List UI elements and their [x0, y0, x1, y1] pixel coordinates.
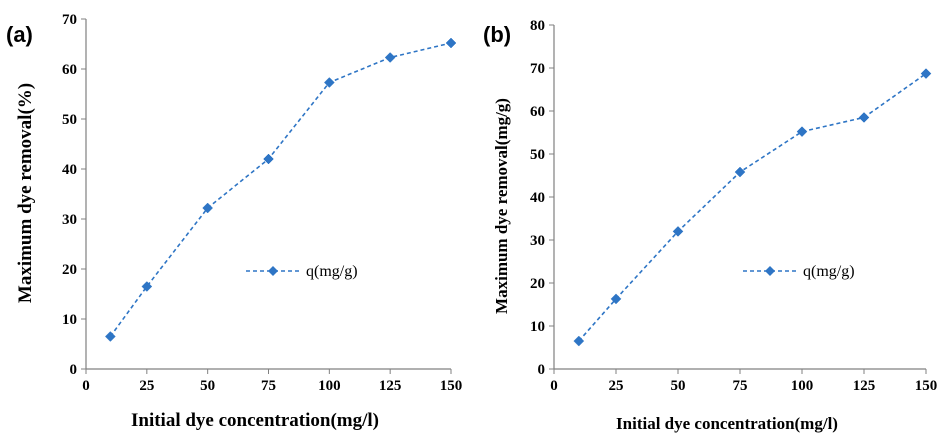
data-point-b — [858, 112, 870, 123]
panel-a: (a) Maximum dye removal(%) Initial dye c… — [6, 12, 462, 431]
x-tick-label-a: 100 — [318, 378, 341, 394]
x-tick-label-b: 75 — [733, 378, 748, 394]
y-tick-label-b: 70 — [530, 61, 545, 77]
data-point-a — [263, 153, 274, 165]
series-line-a — [109, 42, 452, 337]
y-tick-label-b: 20 — [530, 276, 545, 292]
data-point-a — [445, 37, 457, 49]
data-point-b — [734, 166, 746, 178]
y-tick-label-a: 30 — [62, 212, 77, 228]
legend-label-b: q(mg/g) — [803, 263, 855, 280]
x-axis-title-a: Initial dye concentration(mg/l) — [131, 410, 379, 431]
y-tick-label-a: 0 — [70, 362, 78, 378]
data-point-a — [141, 281, 153, 292]
data-point-b — [610, 293, 622, 305]
x-tick-label-a: 150 — [440, 378, 463, 394]
y-tick-label-a: 20 — [62, 262, 77, 278]
x-tick-label-a: 50 — [200, 378, 215, 394]
legend-a: q(mg/g) — [246, 263, 358, 280]
x-tick-label-a: 75 — [261, 378, 276, 394]
x-tick-label-b: 25 — [609, 378, 624, 394]
data-point-a — [384, 52, 396, 63]
y-tick-label-b: 60 — [530, 104, 545, 120]
legend-b: q(mg/g) — [743, 263, 855, 280]
data-point-b — [573, 335, 585, 347]
panel-b: (b) Maximum dye removal(mg/g) Initial dy… — [483, 18, 937, 433]
panel-label-a: (a) — [6, 22, 33, 47]
y-axis-title-b: Maximum dye removal(mg/g) — [492, 98, 511, 314]
y-tick-label-b: 80 — [530, 18, 545, 34]
x-tick-label-b: 125 — [853, 378, 876, 394]
y-tick-label-a: 60 — [62, 62, 77, 78]
x-tick-label-b: 100 — [791, 378, 814, 394]
y-tick-label-b: 50 — [530, 147, 545, 163]
x-tick-label-b: 150 — [915, 378, 938, 394]
y-tick-label-a: 40 — [62, 162, 77, 178]
plot-area-b: 0 10 20 30 40 50 60 70 80 0 25 50 75 100 125 150 q(mg/g) — [530, 18, 937, 394]
series-line-b — [578, 72, 927, 342]
plot-area-a: 0 10 20 30 40 50 60 70 0 25 50 75 100 125 150 q(mg/g) — [62, 12, 462, 394]
data-point-b — [796, 126, 808, 137]
y-tick-label-b: 30 — [530, 233, 545, 249]
y-tick-label-b: 40 — [530, 190, 545, 206]
y-axis-title-a: Maximum dye removal(%) — [15, 83, 36, 303]
x-tick-label-b: 50 — [671, 378, 686, 394]
data-point-a — [104, 331, 116, 342]
legend-label-a: q(mg/g) — [306, 263, 358, 280]
data-point-a — [323, 77, 335, 88]
legend-marker-b — [765, 266, 775, 276]
x-tick-label-b: 0 — [550, 378, 558, 394]
y-tick-label-a: 70 — [62, 12, 77, 28]
panel-label-b: (b) — [483, 22, 511, 47]
data-point-b — [672, 226, 684, 237]
x-tick-label-a: 25 — [139, 378, 154, 394]
x-tick-label-a: 0 — [82, 378, 90, 394]
y-tick-label-b: 0 — [538, 362, 546, 378]
x-axis-title-b: Initial dye concentration(mg/l) — [616, 414, 838, 433]
legend-marker-a — [268, 266, 278, 276]
y-tick-label-a: 50 — [62, 112, 77, 128]
y-tick-label-a: 10 — [62, 312, 77, 328]
y-tick-label-b: 10 — [530, 319, 545, 335]
x-tick-label-a: 125 — [379, 378, 402, 394]
data-point-a — [202, 202, 214, 214]
data-point-b — [920, 68, 932, 79]
